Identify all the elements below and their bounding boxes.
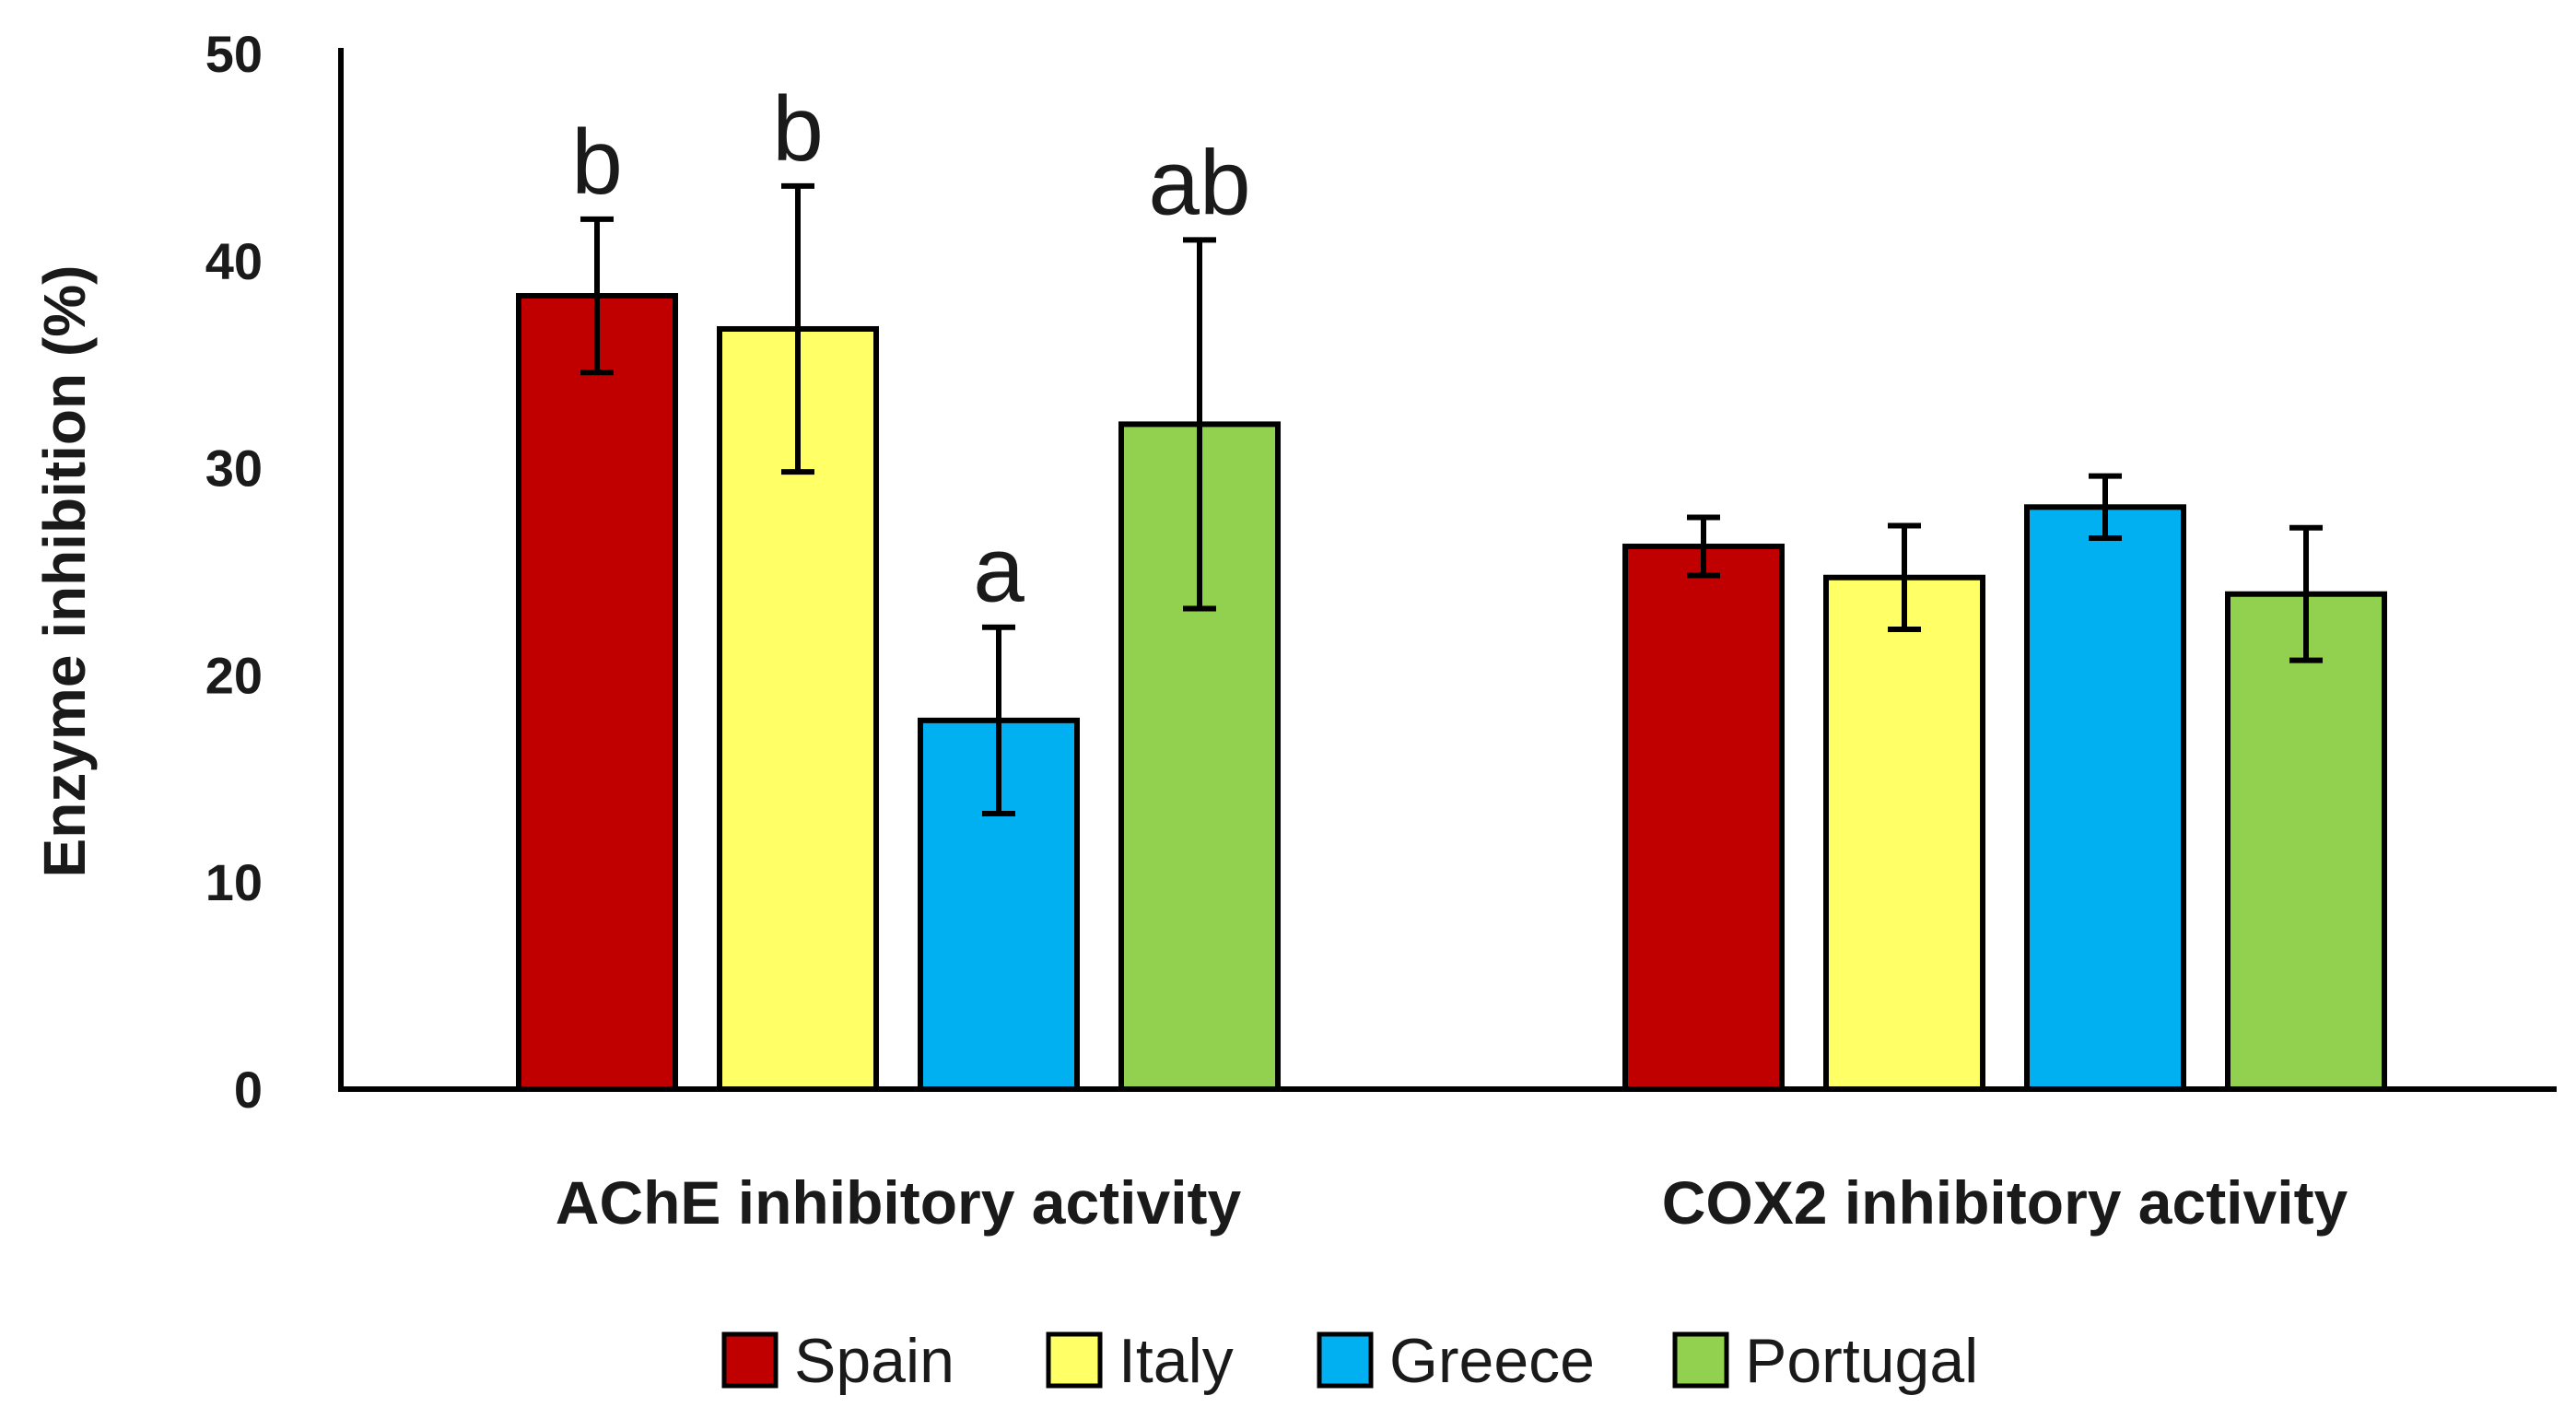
legend-item-portugal: Portugal	[1672, 1326, 1978, 1396]
error-bar-portugal-cox2	[2289, 524, 2323, 663]
legend-label-greece: Greece	[1389, 1326, 1595, 1396]
bar-portugal-cox2	[2225, 591, 2387, 1092]
error-bar-spain-ache	[580, 216, 614, 376]
significance-label-italy: b	[772, 77, 824, 181]
error-bar-portugal-ache	[1183, 237, 1216, 612]
x-axis-category-labels: AChE inhibitory activity COX2 inhibitory …	[556, 1168, 2348, 1237]
legend-label-spain: Spain	[794, 1326, 954, 1396]
error-bar-greece-ache	[982, 624, 1015, 817]
bar-spain-ache	[516, 293, 678, 1092]
significance-label-greece: a	[973, 519, 1025, 622]
legend-item-greece: Greece	[1317, 1326, 1595, 1396]
significance-labels: b b a ab	[571, 77, 1250, 622]
legend: Spain Italy Greece Portugal	[721, 1326, 1978, 1396]
error-bar-spain-cox2	[1687, 514, 1720, 579]
y-tick-label-40: 40	[205, 232, 263, 290]
legend-item-italy: Italy	[1046, 1326, 1234, 1396]
y-tick-label-50: 50	[205, 25, 263, 83]
legend-label-italy: Italy	[1118, 1326, 1234, 1396]
error-bar-italy-cox2	[1888, 522, 1921, 632]
legend-swatch-spain	[721, 1331, 779, 1389]
error-bar-italy-ache	[781, 182, 814, 475]
bar-italy-cox2	[1823, 574, 1985, 1092]
significance-label-portugal: ab	[1148, 131, 1250, 234]
significance-label-spain: b	[571, 111, 623, 214]
bar-spain-cox2	[1622, 544, 1785, 1092]
legend-swatch-portugal	[1672, 1331, 1729, 1389]
x-category-label-cox2: COX2 inhibitory activity	[1662, 1168, 2348, 1237]
error-bar-greece-cox2	[2089, 473, 2122, 542]
y-tick-label-10: 10	[205, 853, 263, 911]
bar-greece-cox2	[2024, 504, 2186, 1092]
y-axis-title: Enzyme inhibition (%)	[31, 265, 98, 878]
legend-label-portugal: Portugal	[1745, 1326, 1978, 1396]
x-category-label-ache: AChE inhibitory activity	[556, 1168, 1242, 1237]
y-axis-ticks: 0 10 20 30 40 50	[205, 25, 263, 1119]
legend-swatch-italy	[1046, 1331, 1103, 1389]
y-tick-label-20: 20	[205, 646, 263, 704]
legend-item-spain: Spain	[721, 1326, 954, 1396]
error-bars	[580, 182, 2323, 817]
y-tick-label-0: 0	[234, 1061, 263, 1119]
legend-swatch-greece	[1317, 1331, 1374, 1389]
y-tick-label-30: 30	[205, 440, 263, 498]
